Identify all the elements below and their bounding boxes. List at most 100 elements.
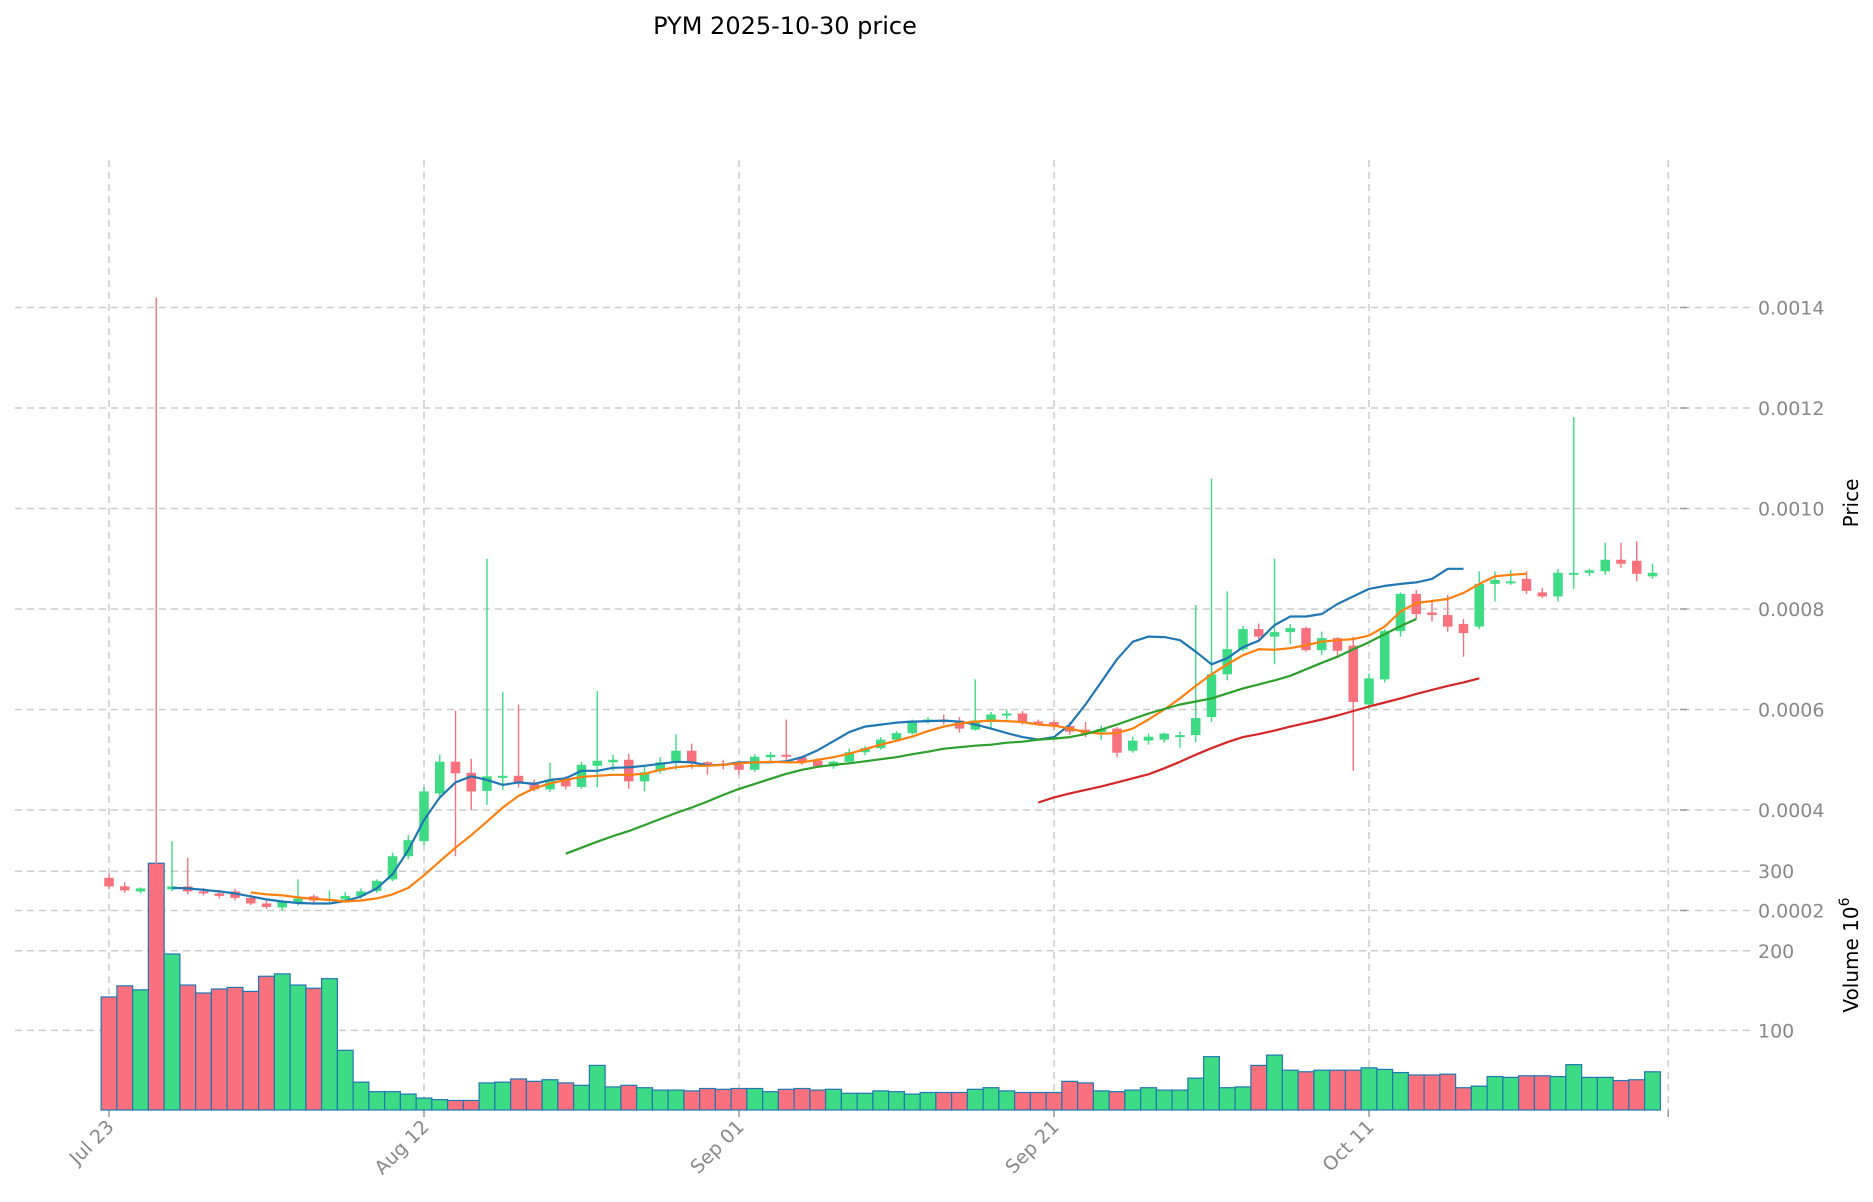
candle [1002, 709, 1012, 720]
candle-body [561, 779, 571, 787]
moving-average-ma30 [565, 617, 1417, 855]
candle-body [624, 759, 634, 782]
candle [1128, 736, 1138, 753]
volume-bar [825, 1088, 842, 1111]
moving-average-ma14 [250, 572, 1527, 903]
candle-body [608, 759, 618, 763]
candle [167, 841, 177, 892]
candle [1521, 571, 1532, 594]
candle-body [1521, 578, 1532, 591]
candle [372, 879, 382, 893]
candle-body [1458, 624, 1469, 634]
volume-bar [1596, 1076, 1614, 1111]
chart-title: PYM 2025-10-30 price [653, 12, 917, 40]
candle [765, 752, 776, 763]
candle [592, 690, 602, 788]
candle [435, 754, 445, 798]
candle [702, 761, 713, 775]
volume-bar [1266, 1054, 1283, 1111]
candle-body [1143, 736, 1154, 741]
volume-bar [1029, 1091, 1047, 1111]
volume-bar [966, 1088, 984, 1111]
price-tick-label: 0.0004 [1758, 800, 1824, 822]
candle [655, 757, 665, 774]
x-tick-label: Sep 21 [1001, 1116, 1063, 1178]
candle-body [387, 856, 398, 880]
candle [687, 743, 697, 769]
candle [1301, 626, 1311, 652]
candle-body [435, 761, 445, 794]
candle [1317, 631, 1327, 656]
volume-bar [226, 986, 244, 1111]
candle [1647, 563, 1658, 579]
volume-bar [1061, 1080, 1079, 1111]
candle-body [1427, 612, 1437, 616]
candle [1443, 594, 1453, 632]
candle-body [1364, 678, 1374, 705]
candle [545, 762, 555, 792]
candle [1632, 541, 1642, 582]
volume-bar [147, 862, 165, 1111]
price-tick-label: 0.0008 [1758, 599, 1824, 621]
candle-body [702, 762, 713, 765]
candle [104, 874, 114, 890]
x-tick-label: Jul 23 [65, 1116, 119, 1170]
x-axis: Jul 23 Aug 12 Sep 01 Sep 21 Oct 11 [65, 1110, 1669, 1179]
candle [1506, 569, 1516, 585]
candle-body [1348, 645, 1358, 702]
volume-bar [1644, 1071, 1661, 1111]
volume-bar [478, 1082, 496, 1111]
volume-tick-label: 200 [1758, 941, 1794, 963]
volume-bar [1549, 1075, 1567, 1111]
candle [1348, 636, 1358, 771]
volume-bar [636, 1087, 653, 1111]
candle [1474, 571, 1484, 630]
candle-body [372, 880, 382, 891]
volume-bar [163, 953, 181, 1111]
price-axis-label: Price [1839, 479, 1863, 528]
price-grid [15, 306, 1755, 912]
candle [1458, 619, 1469, 657]
volume-bar [951, 1091, 968, 1111]
candle-body [655, 762, 665, 771]
candle-body [104, 877, 114, 887]
candle-body [1206, 674, 1217, 718]
candles [104, 297, 1658, 911]
volume-bar [573, 1084, 590, 1111]
candle-body [1017, 713, 1028, 722]
volume-bar [793, 1087, 811, 1111]
candle-body [687, 750, 697, 764]
candle [624, 753, 634, 789]
candle [1569, 417, 1579, 589]
candle [151, 297, 161, 891]
candle-body [356, 891, 366, 896]
candle [671, 734, 681, 770]
volume-bar [1439, 1073, 1457, 1111]
candle-body [1033, 721, 1043, 724]
volume-bar [1203, 1056, 1220, 1111]
volume-bar [179, 984, 197, 1111]
volume-bar [321, 978, 338, 1111]
volume-bar [1108, 1091, 1126, 1111]
candle [1584, 568, 1595, 577]
price-tick-label: 0.0010 [1758, 499, 1824, 521]
price-y-axis: 0.0002 0.0004 0.0006 0.0008 0.0010 0.0012 0.00… [1680, 298, 1824, 923]
volume-bar [888, 1091, 905, 1111]
volume-bar [699, 1087, 716, 1111]
candle-body [482, 776, 492, 791]
candle-body [1238, 629, 1248, 650]
volume-bar [1077, 1082, 1094, 1111]
volume-bar [1140, 1087, 1157, 1111]
volume-bar [903, 1093, 921, 1111]
candle-body [844, 752, 854, 762]
candle [513, 704, 524, 788]
candle-body [1222, 649, 1232, 675]
volume-bar [1518, 1075, 1535, 1111]
candle-body [513, 775, 524, 783]
candle-body [907, 720, 917, 734]
price-tick-label: 0.0014 [1758, 298, 1824, 320]
moving-average-ma7 [171, 567, 1464, 905]
candle-body [1616, 559, 1626, 564]
candle [1427, 601, 1437, 622]
volume-bar [1092, 1090, 1110, 1111]
